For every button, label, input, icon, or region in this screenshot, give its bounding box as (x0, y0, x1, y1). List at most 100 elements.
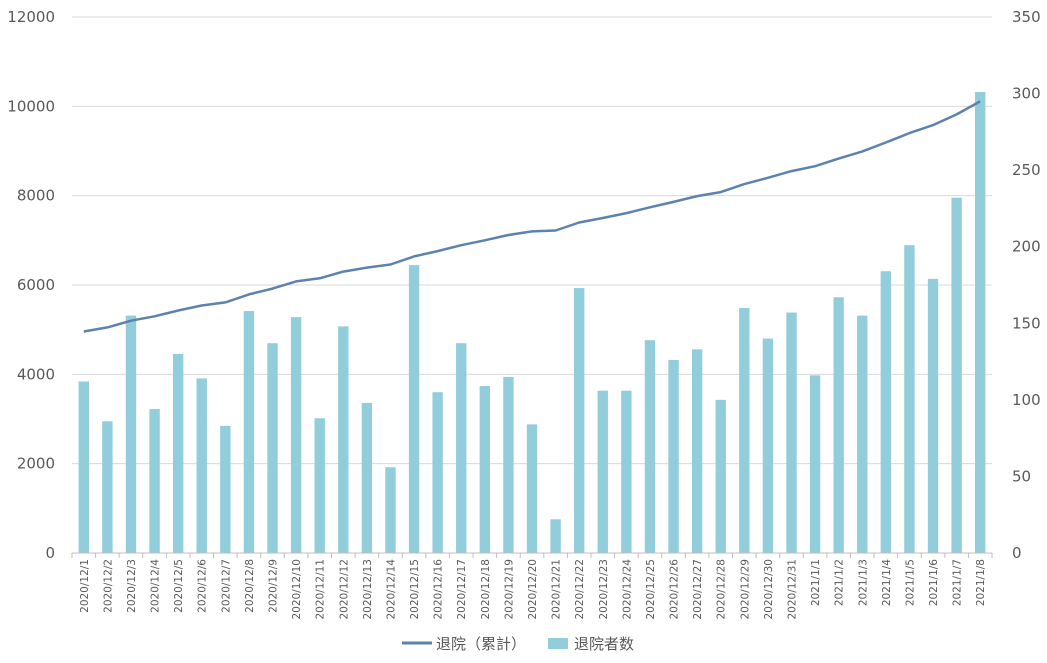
cumulative-line (83, 100, 981, 333)
bar-2021/1/1 (809, 375, 821, 553)
x-tick-label-21: 2020/12/22 (574, 559, 586, 620)
bar-2020/12/10 (290, 317, 302, 553)
x-tick-label-5: 2020/12/6 (197, 559, 209, 613)
x-tick-label-6: 2020/12/7 (220, 559, 232, 613)
bar-2020/12/26 (668, 360, 679, 553)
x-tick-label-19: 2020/12/20 (527, 559, 539, 620)
bar-2021/1/5 (904, 245, 915, 553)
legend-bar-swatch (548, 638, 568, 649)
bar-2020/12/15 (408, 265, 420, 553)
bar-2020/12/14 (385, 467, 396, 553)
legend-bar-label: 退院者数 (574, 635, 634, 653)
x-tick-label-23: 2020/12/24 (621, 559, 633, 620)
bar-2021/1/7 (951, 197, 962, 554)
bar-2021/1/2 (833, 297, 844, 553)
bar-2020/12/19 (503, 376, 514, 553)
x-tick-label-10: 2020/12/11 (315, 559, 327, 620)
right-axis-tick-labels: 0 50 100 150 200 250 300 350 (1012, 8, 1041, 562)
x-axis-tick-labels: 2020/12/1 2020/12/2 2020/12/3 2020/12/4 2020… (79, 559, 987, 620)
x-tick-label-17: 2020/12/18 (480, 559, 492, 620)
x-tick-label-35: 2021/1/5 (904, 559, 916, 606)
x-axis (71, 552, 993, 558)
x-tick-label-22: 2020/12/23 (598, 559, 610, 620)
bar-2020/12/29 (739, 307, 750, 553)
right-tick-label-7: 350 (1012, 8, 1041, 26)
bar-2020/12/5 (172, 353, 184, 553)
right-tick-label-3: 150 (1012, 314, 1041, 332)
x-tick-label-2: 2020/12/3 (126, 559, 138, 613)
right-tick-label-0: 0 (1012, 544, 1022, 562)
right-tick-label-4: 200 (1012, 238, 1041, 256)
gridlines (72, 16, 992, 465)
x-tick-label-1: 2020/12/2 (102, 559, 114, 613)
bar-2020/12/30 (762, 338, 774, 553)
x-tick-label-33: 2021/1/3 (857, 559, 869, 606)
x-tick-label-3: 2020/12/4 (150, 559, 162, 613)
bar-2020/12/31 (786, 312, 797, 553)
x-tick-label-14: 2020/12/15 (409, 559, 421, 620)
bar-2020/12/1 (78, 381, 89, 553)
bar-2020/12/2 (102, 421, 113, 553)
left-axis-tick-labels: 0 2000 4000 6000 8000 10000 12000 (7, 8, 55, 562)
bar-2021/1/8 (975, 92, 986, 553)
bar-2020/12/27 (691, 349, 703, 553)
bar-2020/12/11 (314, 418, 325, 553)
left-tick-label-0: 0 (45, 544, 55, 562)
bar-2021/1/3 (857, 315, 868, 553)
bar-2021/1/4 (880, 271, 892, 553)
bar-2021/1/6 (927, 278, 939, 553)
x-tick-label-25: 2020/12/26 (669, 559, 681, 620)
bar-2020/12/16 (432, 392, 443, 553)
bar-2020/12/22 (573, 288, 585, 553)
x-tick-label-31: 2021/1/1 (810, 559, 822, 606)
x-tick-label-36: 2021/1/6 (928, 559, 940, 606)
x-tick-label-16: 2020/12/17 (456, 559, 468, 620)
bar-2020/12/23 (597, 390, 608, 553)
bar-2020/12/9 (267, 343, 278, 553)
left-tick-label-4: 8000 (17, 187, 55, 205)
x-tick-label-34: 2021/1/4 (881, 559, 893, 606)
bar-2020/12/28 (715, 399, 726, 553)
bar-2020/12/25 (644, 340, 656, 553)
bar-2020/12/18 (479, 386, 491, 553)
bar-2020/12/21 (550, 519, 561, 553)
x-tick-label-4: 2020/12/5 (173, 559, 185, 613)
right-tick-label-1: 50 (1012, 467, 1031, 485)
x-tick-label-29: 2020/12/30 (763, 559, 775, 620)
x-tick-label-13: 2020/12/14 (385, 559, 397, 620)
bar-2020/12/8 (243, 311, 255, 553)
right-tick-label-6: 300 (1012, 85, 1041, 103)
x-tick-label-32: 2021/1/2 (834, 559, 846, 606)
legend-line-label: 退院（累計） (436, 635, 526, 653)
x-tick-label-37: 2021/1/7 (952, 559, 964, 606)
x-tick-label-20: 2020/12/21 (551, 559, 563, 620)
right-tick-label-5: 250 (1012, 161, 1041, 179)
x-tick-label-9: 2020/12/10 (291, 559, 303, 620)
bar-series (78, 92, 986, 554)
x-tick-label-30: 2020/12/31 (786, 559, 798, 620)
left-tick-label-6: 12000 (7, 8, 55, 26)
bar-2020/12/6 (196, 378, 207, 553)
x-tick-label-15: 2020/12/16 (433, 559, 445, 620)
bar-2020/12/17 (456, 343, 467, 553)
x-tick-label-38: 2021/1/8 (975, 559, 987, 606)
x-tick-label-12: 2020/12/13 (362, 559, 374, 620)
x-tick-label-24: 2020/12/25 (645, 559, 657, 620)
bar-2020/12/7 (220, 425, 231, 553)
legend: 退院（累計） 退院者数 (402, 635, 634, 653)
left-tick-label-5: 10000 (7, 97, 55, 115)
x-tick-label-27: 2020/12/28 (716, 559, 728, 620)
left-tick-label-3: 6000 (17, 276, 55, 294)
x-tick-label-11: 2020/12/12 (338, 559, 350, 620)
left-tick-label-1: 2000 (17, 455, 55, 473)
bar-2020/12/24 (621, 390, 632, 553)
x-tick-label-26: 2020/12/27 (692, 559, 704, 620)
bar-2020/12/3 (125, 315, 137, 553)
line-series (83, 100, 981, 333)
bar-2020/12/4 (149, 409, 160, 553)
x-tick-label-8: 2020/12/9 (268, 559, 280, 613)
bar-2020/12/13 (361, 402, 373, 553)
right-tick-label-2: 100 (1012, 391, 1041, 409)
left-tick-label-2: 4000 (17, 365, 55, 383)
bar-2020/12/12 (338, 326, 349, 553)
